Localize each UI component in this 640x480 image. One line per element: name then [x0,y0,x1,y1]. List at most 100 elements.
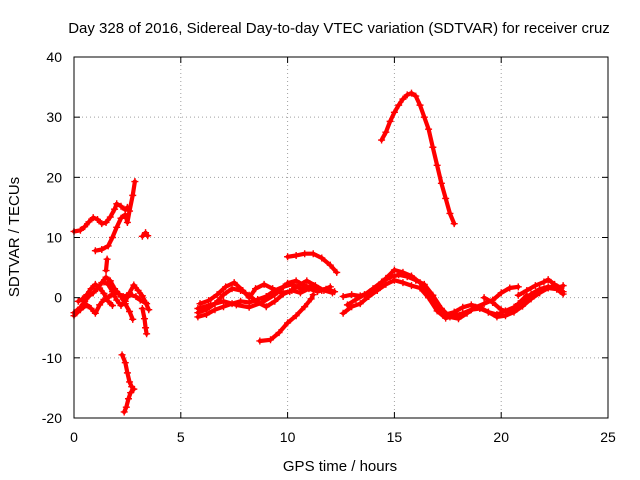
axis-ticks: 0 5 10 15 20 25 -20 -10 0 10 20 30 40 [42,49,616,445]
data-point [284,319,292,327]
x-tick-label: 5 [177,429,185,445]
data-point [123,218,131,226]
data-point [96,301,104,309]
data-point [91,309,99,317]
data-point [559,290,567,298]
series-trace-h [102,255,111,275]
data-point [256,337,264,345]
data-point [390,266,398,274]
data-point [318,286,326,294]
chart-title: Day 328 of 2016, Sidereal Day-to-day VTE… [68,20,610,37]
data-point [284,253,292,261]
data-point [390,276,398,284]
series-trace-c [138,229,152,240]
data-point [121,297,129,305]
data-point [124,395,132,403]
data-point [382,128,390,136]
data-point [108,301,116,309]
data-point [100,289,108,297]
data-point [309,284,317,292]
data-point [551,280,559,288]
data-point [98,220,106,228]
data-point [523,291,531,299]
data-point [514,300,522,308]
data-point [222,283,230,291]
data-point [122,403,130,411]
data-point [420,113,428,121]
data-point [531,282,539,290]
series-line [379,91,457,226]
data-point [117,301,125,309]
data-point [292,312,300,320]
y-tick-label: 10 [46,230,62,246]
data-point [450,220,458,228]
data-point [489,298,497,306]
data-point [113,223,121,231]
series-trace-u [480,291,531,316]
data-point [333,268,341,276]
x-tick-label: 10 [280,429,296,445]
data-point [271,291,279,299]
data-point [390,108,398,116]
data-point [284,279,292,287]
data-point [117,202,125,210]
data-point [386,117,394,125]
data-point [102,218,110,226]
data-point [121,359,129,367]
data-point [399,95,407,103]
data-point [326,283,334,291]
series-trace-a [70,200,131,235]
data-series [70,89,567,416]
data-point [129,191,137,199]
data-point [303,277,311,285]
data-point [211,306,219,314]
data-point [373,286,381,294]
data-point [506,308,514,316]
data-point [121,211,129,219]
x-tick-label: 25 [600,429,616,445]
data-point [98,246,106,254]
data-point [271,297,279,305]
data-point [104,242,112,250]
data-point [126,289,134,297]
data-point [348,303,356,311]
data-point [93,215,101,223]
data-point [87,285,95,293]
data-point [126,378,134,386]
data-point [83,301,91,309]
data-point [506,284,514,292]
data-point [328,289,336,297]
data-point [399,279,407,287]
data-point [326,261,334,269]
y-tick-label: 30 [46,109,62,125]
data-point [87,304,95,312]
data-point [433,161,441,169]
data-point [127,389,135,397]
series-trace-s [339,276,567,322]
data-point [142,298,150,306]
data-point [269,285,277,293]
data-point [76,226,84,234]
data-point [140,315,148,323]
series-trace-t [514,276,567,299]
data-point [232,301,240,309]
data-point [258,298,266,306]
data-point [450,312,458,320]
data-point [113,296,121,304]
data-point [239,286,247,294]
data-point [536,289,544,297]
data-point [318,254,326,262]
data-point [100,278,108,286]
data-point [395,101,403,109]
data-point [138,304,146,312]
data-point [113,200,121,208]
data-point [207,301,215,309]
x-tick-label: 15 [387,429,403,445]
data-point [407,272,415,280]
data-point [131,178,139,186]
y-tick-label: -20 [42,410,62,426]
data-point [74,297,82,305]
data-point [339,309,347,317]
data-point [111,205,119,213]
y-tick-label: 0 [54,290,62,306]
